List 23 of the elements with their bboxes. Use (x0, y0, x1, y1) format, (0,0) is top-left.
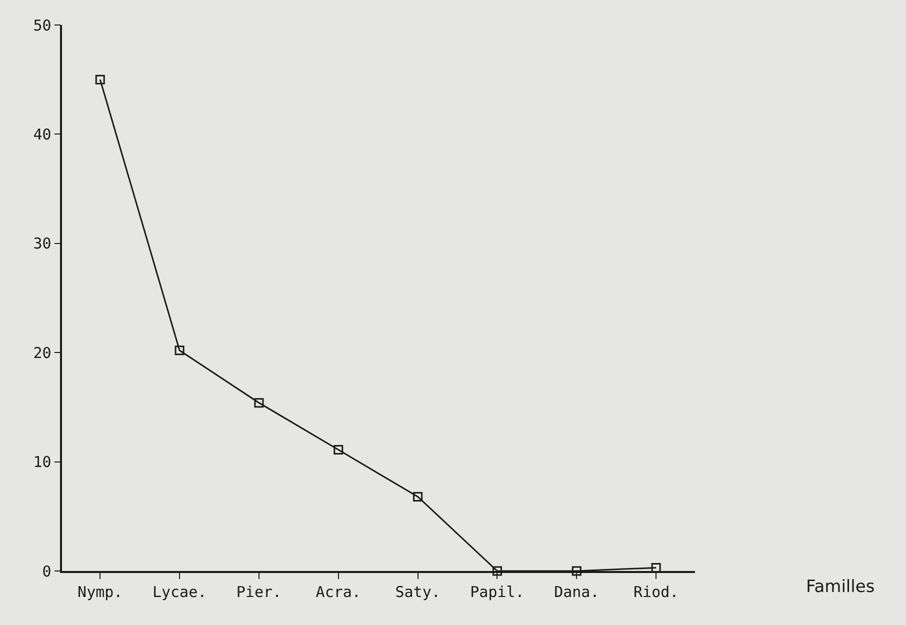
y-tick-label: 10 (33, 453, 52, 472)
point (95, 74, 105, 84)
y-tick-label: 0 (42, 562, 52, 580)
x-tick-label: Pier. (236, 582, 282, 601)
point (413, 492, 423, 502)
text: Familles (806, 577, 875, 597)
y-tick-label: 50 (33, 16, 52, 34)
x-tick-label: Dana. (554, 582, 600, 601)
point (492, 566, 502, 576)
y-tick-label: 30 (33, 234, 52, 253)
y-tick-label: 20 (33, 344, 52, 362)
point (651, 562, 661, 572)
point (254, 398, 264, 408)
x-tick-label: Papil. (470, 582, 524, 601)
x-tick-label: Acra. (316, 582, 361, 601)
point (334, 445, 344, 455)
point (572, 566, 582, 576)
x-tick-label: Lycae. (152, 582, 207, 601)
point (174, 346, 184, 356)
x-tick-label: Saty. (395, 582, 440, 601)
x-tick-label: Riod. (634, 582, 679, 601)
x-tick-label: Nymp. (78, 582, 123, 601)
y-tick-label: 40 (33, 125, 52, 144)
